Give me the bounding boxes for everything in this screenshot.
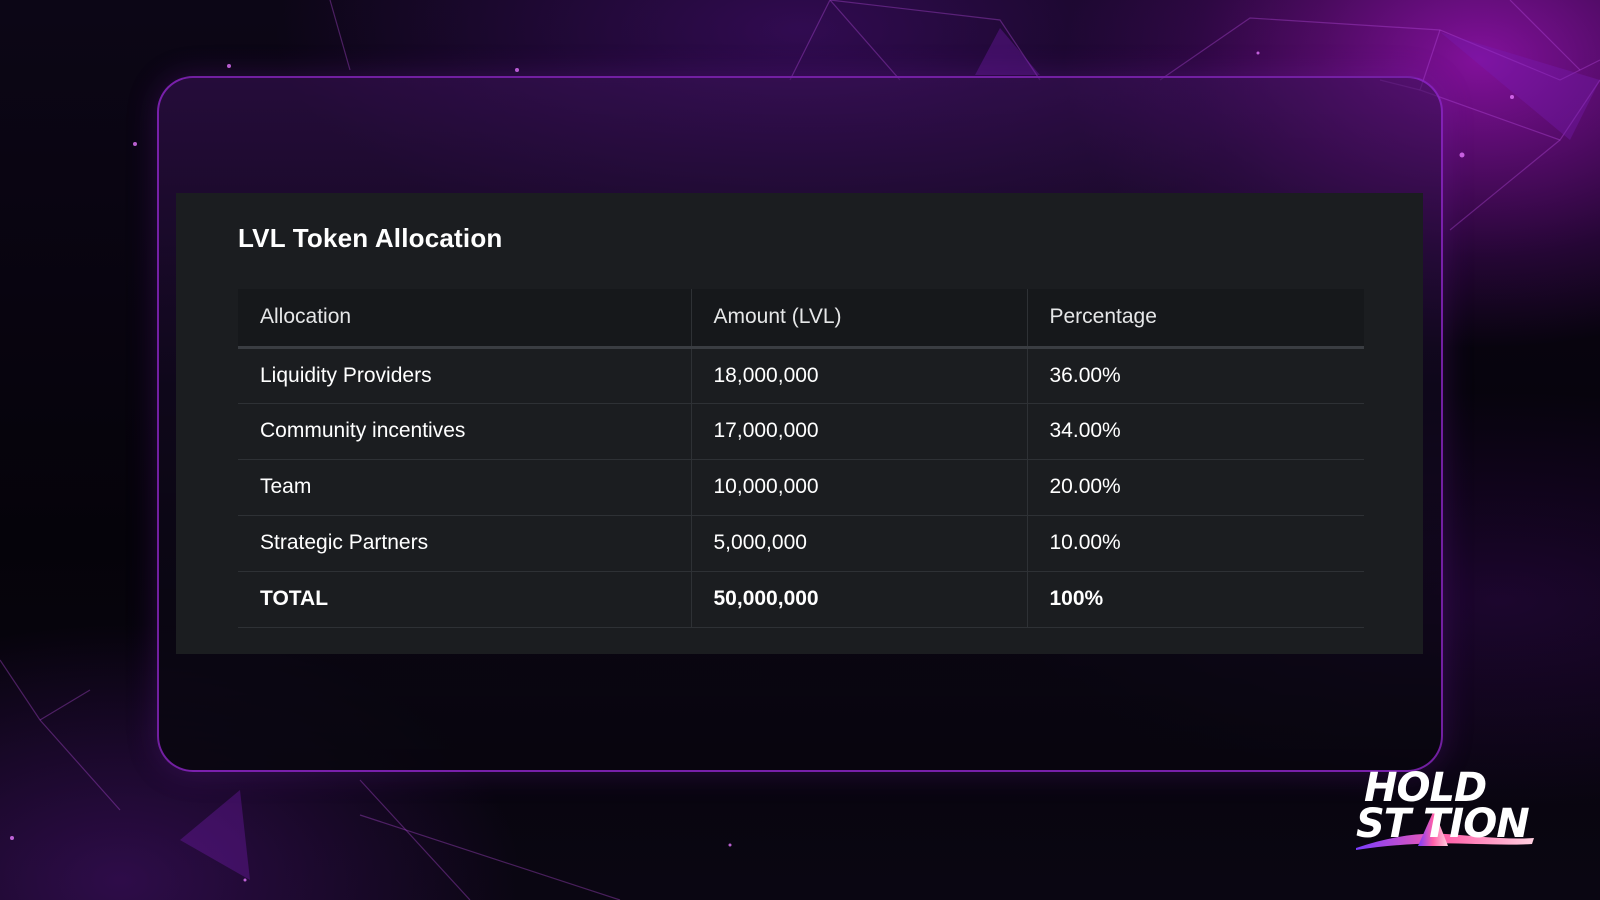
header-amount: Amount (LVL) bbox=[690, 289, 1027, 349]
cell-amount: 5,000,000 bbox=[690, 515, 1027, 572]
cell-allocation: Strategic Partners bbox=[238, 515, 691, 572]
table-header-row: Allocation Amount (LVL) Percentage bbox=[238, 289, 1364, 349]
holdstation-logo: HOLD ST TION bbox=[1356, 768, 1536, 850]
cell-allocation: Team bbox=[238, 459, 691, 516]
table-row: Strategic Partners 5,000,000 10.00% bbox=[238, 515, 1364, 572]
cell-allocation: Liquidity Providers bbox=[238, 347, 691, 404]
logo-line-2: ST TION bbox=[1356, 801, 1530, 847]
table-row: Liquidity Providers 18,000,000 36.00% bbox=[238, 347, 1364, 404]
allocation-card: LVL Token Allocation Allocation Amount (… bbox=[176, 193, 1423, 654]
table-row: Team 10,000,000 20.00% bbox=[238, 459, 1364, 516]
cell-amount: 17,000,000 bbox=[690, 403, 1027, 460]
logo-swoosh-icon bbox=[1356, 810, 1534, 850]
cell-percentage: 36.00% bbox=[1026, 347, 1364, 404]
allocation-table: Allocation Amount (LVL) Percentage Liqui… bbox=[238, 289, 1364, 628]
cell-amount: 10,000,000 bbox=[690, 459, 1027, 516]
table-total-row: TOTAL 50,000,000 100% bbox=[238, 571, 1364, 628]
total-percentage: 100% bbox=[1026, 571, 1364, 628]
cell-allocation: Community incentives bbox=[238, 403, 691, 460]
logo-line-1: HOLD bbox=[1364, 765, 1487, 811]
header-percentage: Percentage bbox=[1026, 289, 1364, 349]
total-label: TOTAL bbox=[238, 571, 691, 628]
card-title: LVL Token Allocation bbox=[238, 223, 503, 253]
cell-percentage: 10.00% bbox=[1026, 515, 1364, 572]
header-allocation: Allocation bbox=[238, 289, 691, 349]
cell-percentage: 34.00% bbox=[1026, 403, 1364, 460]
cell-amount: 18,000,000 bbox=[690, 347, 1027, 404]
cell-percentage: 20.00% bbox=[1026, 459, 1364, 516]
total-amount: 50,000,000 bbox=[690, 571, 1027, 628]
table-row: Community incentives 17,000,000 34.00% bbox=[238, 403, 1364, 460]
